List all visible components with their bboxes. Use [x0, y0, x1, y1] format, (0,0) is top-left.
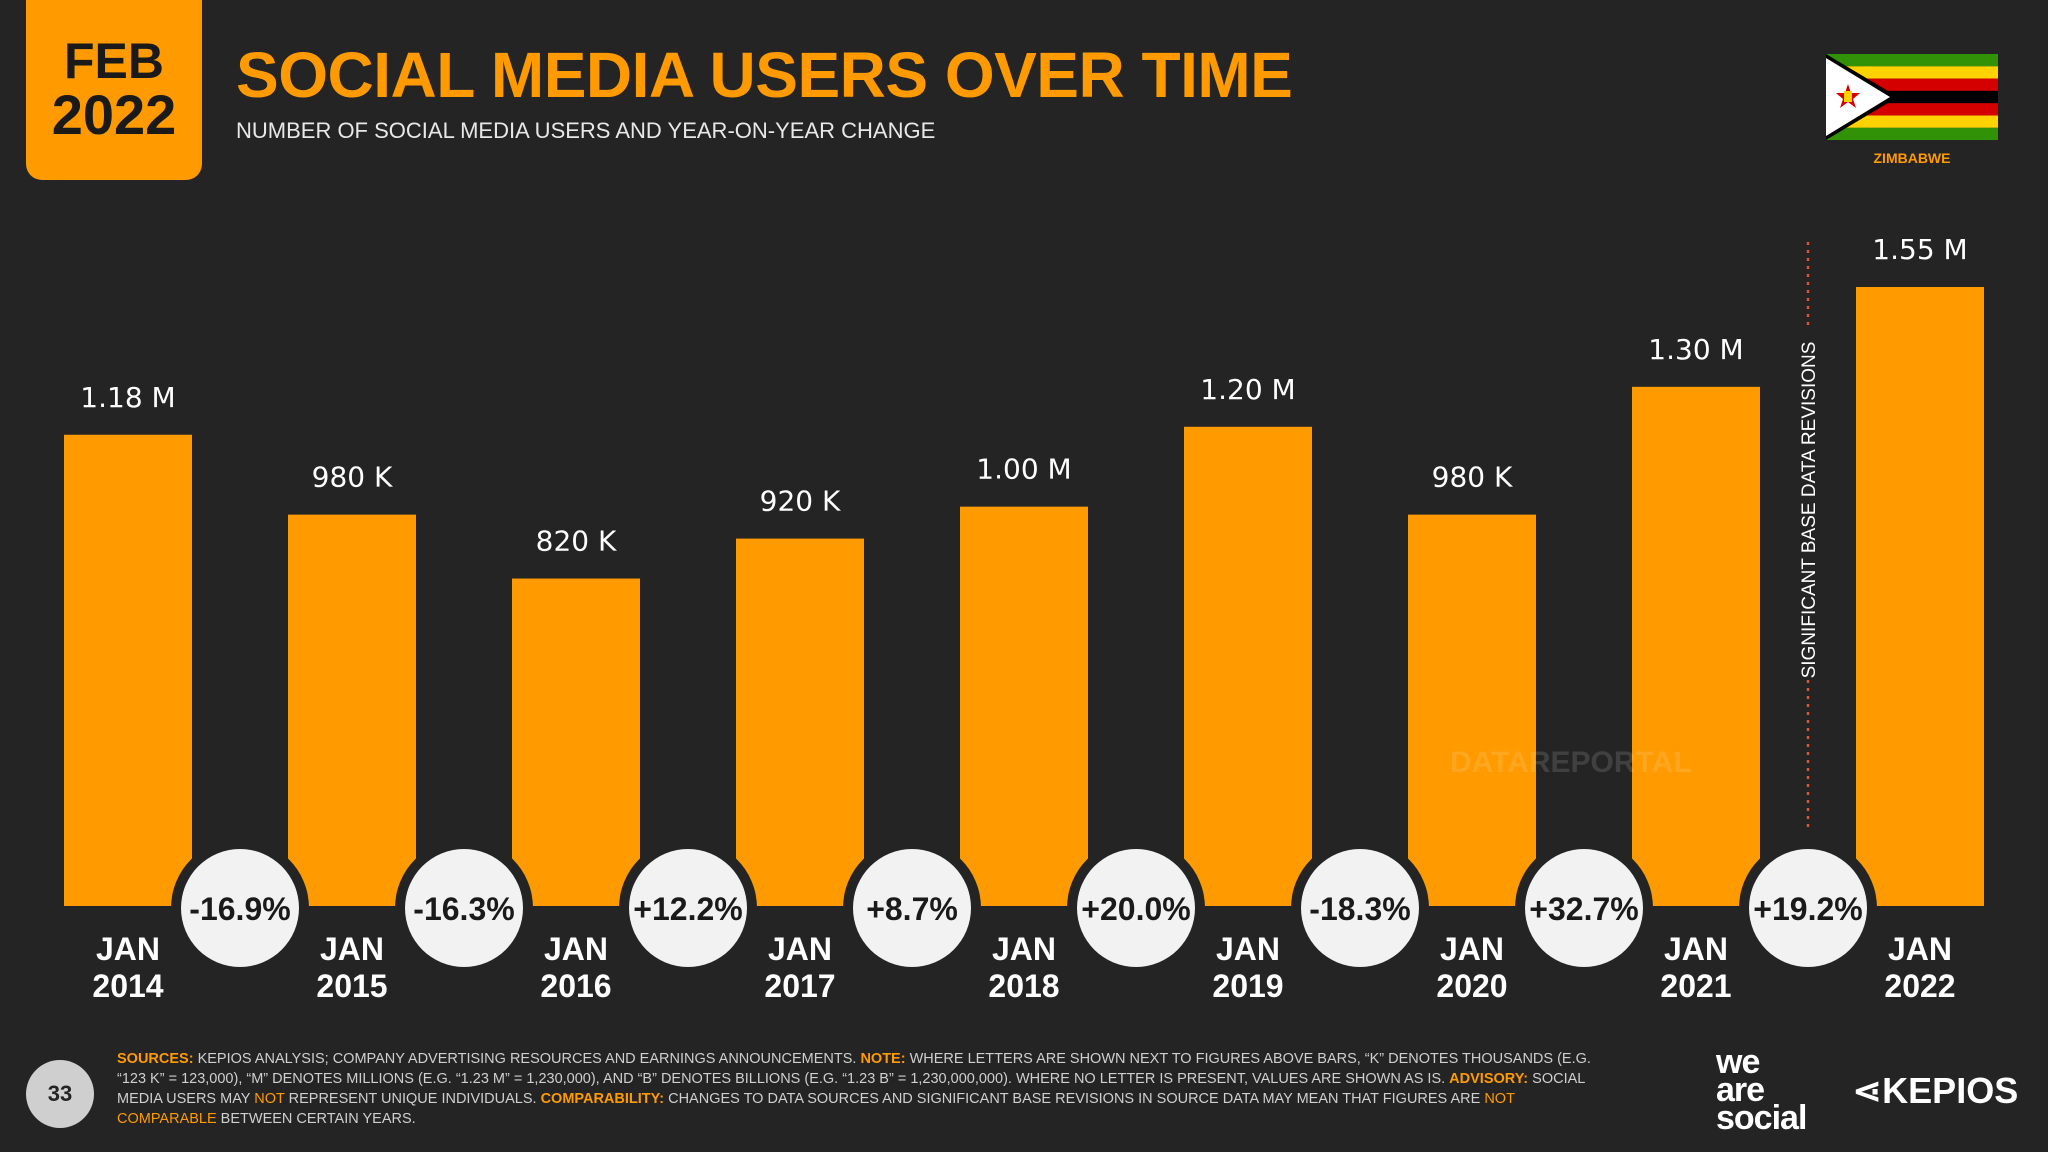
yoy-change-label-7: +32.7%	[1529, 891, 1638, 927]
note-label: NOTE:	[860, 1051, 906, 1067]
x-tick-year-2020: 2020	[1436, 968, 1507, 1004]
bar-2021	[1632, 386, 1760, 906]
was-line-1: we	[1716, 1043, 1760, 1081]
x-tick-month-2014: JAN	[96, 931, 160, 967]
comparability-text: CHANGES TO DATA SOURCES AND SIGNIFICANT …	[664, 1091, 1485, 1107]
bar-2022	[1856, 287, 1984, 906]
yoy-change-label-2: -16.3%	[413, 891, 514, 927]
page-title: SOCIAL MEDIA USERS OVER TIME	[236, 39, 1293, 111]
kepios-k-icon: ⋖	[1852, 1070, 1883, 1111]
footer-notes: SOURCES: KEPIOS ANALYSIS; COMPANY ADVERT…	[117, 1049, 1597, 1129]
yoy-change-label-4: +8.7%	[866, 891, 958, 927]
bar-2014	[64, 434, 192, 906]
value-label-2020: 980 K	[1432, 461, 1513, 494]
yoy-bubble-4	[853, 849, 971, 967]
x-tick-year-2019: 2019	[1212, 968, 1283, 1004]
was-line-2: are	[1716, 1071, 1765, 1109]
country-label: ZIMBABWE	[1873, 150, 1951, 166]
revision-label: SIGNIFICANT BASE DATA REVISIONS	[1799, 342, 1820, 679]
yoy-bubble-1	[181, 849, 299, 967]
we-are-social-logo: we are social	[1716, 1043, 1828, 1137]
x-tick-year-2016: 2016	[540, 968, 611, 1004]
yoy-bubble-2	[405, 849, 523, 967]
date-year: 2022	[51, 82, 177, 146]
bar-2016	[512, 578, 640, 906]
x-tick-year-2017: 2017	[764, 968, 835, 1004]
x-tick-month-2017: JAN	[768, 931, 832, 967]
x-tick-month-2019: JAN	[1216, 931, 1280, 967]
x-tick-month-2022: JAN	[1888, 931, 1952, 967]
yoy-bubble-5	[1077, 849, 1195, 967]
advisory-text-1: SOCIAL MEDIA USERS MAY	[117, 1071, 1585, 1107]
value-label-2018: 1.00 M	[976, 453, 1071, 486]
datareportal-watermark: DATAREPORTAL	[1450, 746, 1692, 779]
advisory-label: ADVISORY:	[1449, 1071, 1529, 1087]
value-label-2016: 820 K	[536, 525, 617, 558]
x-tick-month-2018: JAN	[992, 931, 1056, 967]
date-badge: FEB 2022	[26, 0, 202, 180]
kepios-logo: ⋖KEPIOS	[1852, 1070, 2018, 1112]
kepios-text: KEPIOS	[1882, 1070, 2019, 1111]
bar-2019	[1184, 426, 1312, 906]
x-tick-month-2021: JAN	[1664, 931, 1728, 967]
value-label-2021: 1.30 M	[1648, 333, 1743, 366]
value-label-2014: 1.18 M	[80, 381, 175, 414]
x-tick-year-2014: 2014	[92, 968, 163, 1004]
bar-2020	[1408, 514, 1536, 906]
x-tick-month-2020: JAN	[1440, 931, 1504, 967]
page-number: 33	[26, 1060, 94, 1128]
sources-label: SOURCES:	[117, 1051, 194, 1067]
yoy-change-label-3: +12.2%	[633, 891, 742, 927]
bar-2015	[288, 514, 416, 906]
yoy-change-label-1: -16.9%	[189, 891, 290, 927]
yoy-bubble-6	[1301, 849, 1419, 967]
value-label-2015: 980 K	[312, 461, 393, 494]
comparability-not: NOT	[1484, 1091, 1515, 1107]
x-tick-year-2022: 2022	[1884, 968, 1955, 1004]
page-subtitle: NUMBER OF SOCIAL MEDIA USERS AND YEAR-ON…	[236, 118, 936, 143]
bar-2017	[736, 538, 864, 906]
x-tick-year-2015: 2015	[316, 968, 387, 1004]
x-tick-month-2016: JAN	[544, 931, 608, 967]
x-tick-year-2018: 2018	[988, 968, 1059, 1004]
advisory-not: NOT	[254, 1091, 285, 1107]
x-tick-year-2021: 2021	[1660, 968, 1731, 1004]
value-label-2017: 920 K	[760, 485, 841, 518]
yoy-bubble-7	[1525, 849, 1643, 967]
x-tick-month-2015: JAN	[320, 931, 384, 967]
comparability-comparable: COMPARABLE	[117, 1111, 217, 1127]
was-line-3: social	[1716, 1099, 1807, 1137]
value-label-2022: 1.55 M	[1872, 233, 1967, 266]
comparability-label: COMPARABILITY:	[540, 1091, 665, 1107]
zimbabwe-flag-icon	[1826, 54, 1998, 140]
date-month: FEB	[64, 32, 164, 89]
comparability-end: BETWEEN CERTAIN YEARS.	[216, 1111, 416, 1127]
bar-2018	[960, 506, 1088, 906]
sources-text: KEPIOS ANALYSIS; COMPANY ADVERTISING RES…	[193, 1051, 861, 1067]
yoy-change-label-8: +19.2%	[1753, 891, 1862, 927]
yoy-change-label-6: -18.3%	[1309, 891, 1410, 927]
value-label-2019: 1.20 M	[1200, 373, 1295, 406]
yoy-bubble-8	[1749, 849, 1867, 967]
note-text: WHERE LETTERS ARE SHOWN NEXT TO FIGURES …	[117, 1051, 1591, 1087]
yoy-bubble-3	[629, 849, 747, 967]
advisory-text-2: REPRESENT UNIQUE INDIVIDUALS.	[284, 1091, 541, 1107]
yoy-change-label-5: +20.0%	[1081, 891, 1190, 927]
